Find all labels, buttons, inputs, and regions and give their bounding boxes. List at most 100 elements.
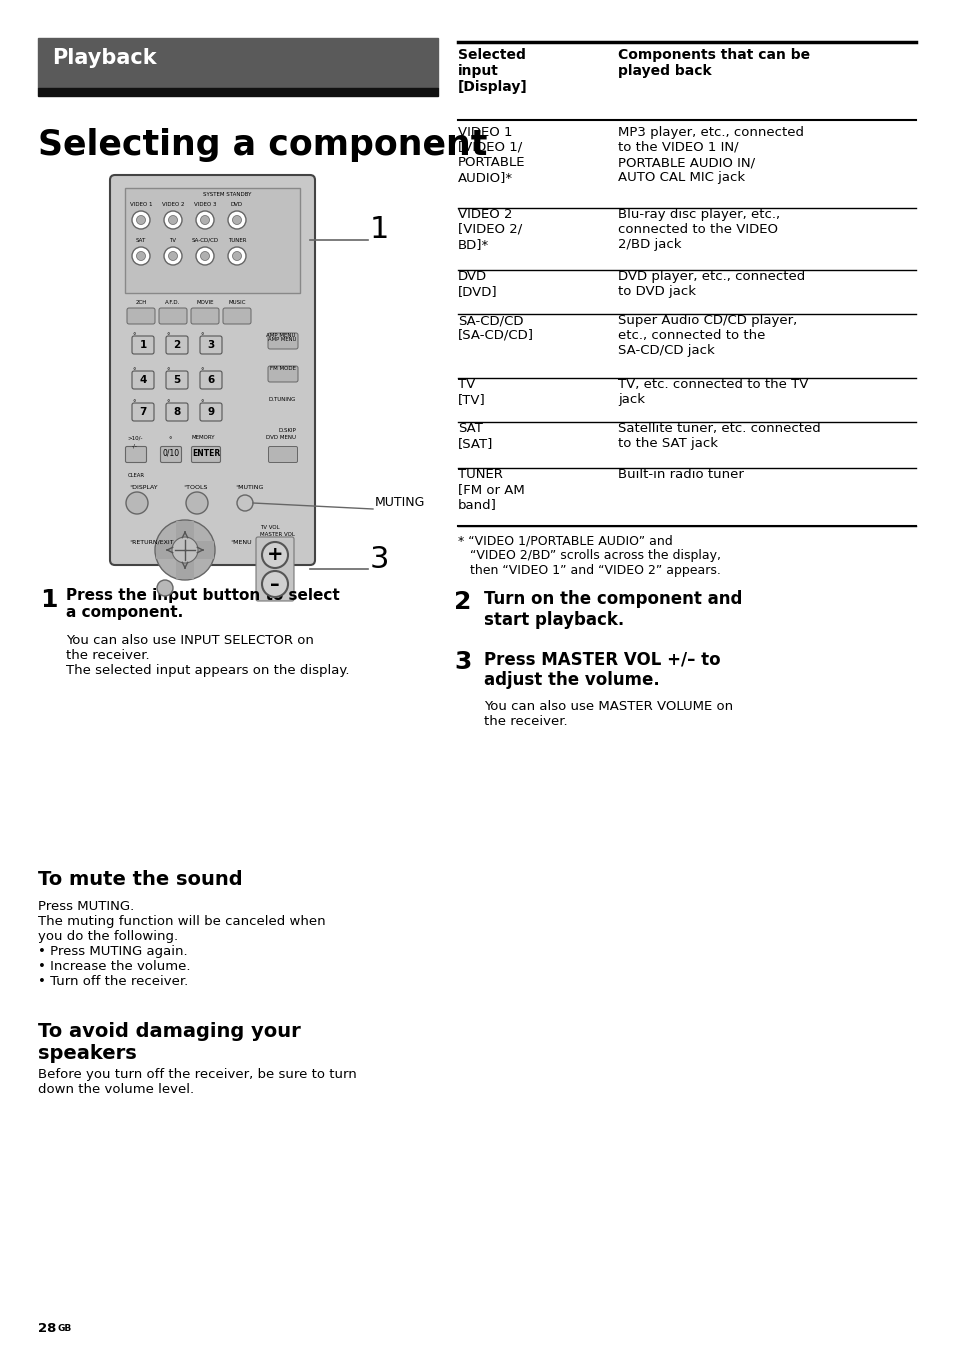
Text: 7: 7 xyxy=(139,407,147,416)
FancyBboxPatch shape xyxy=(110,174,314,565)
Text: –: – xyxy=(270,575,279,594)
FancyBboxPatch shape xyxy=(268,333,297,349)
Circle shape xyxy=(169,215,177,224)
FancyBboxPatch shape xyxy=(200,370,222,389)
Circle shape xyxy=(195,247,213,265)
Text: TV: TV xyxy=(170,238,176,243)
Text: 1: 1 xyxy=(139,339,147,350)
Text: Super Audio CD/CD player,
etc., connected to the
SA-CD/CD jack: Super Audio CD/CD player, etc., connecte… xyxy=(618,314,797,357)
Text: °TOOLS: °TOOLS xyxy=(183,485,207,489)
Circle shape xyxy=(157,580,172,596)
Circle shape xyxy=(262,542,288,568)
Circle shape xyxy=(154,521,214,580)
Text: +: + xyxy=(267,545,283,565)
Text: AMP MENU: AMP MENU xyxy=(268,337,295,342)
Text: 1: 1 xyxy=(370,215,389,245)
FancyBboxPatch shape xyxy=(132,370,153,389)
Bar xyxy=(38,38,437,88)
Text: 1: 1 xyxy=(40,588,57,612)
FancyBboxPatch shape xyxy=(268,366,297,383)
Circle shape xyxy=(236,495,253,511)
Text: SAT: SAT xyxy=(135,238,146,243)
Circle shape xyxy=(132,211,150,228)
FancyBboxPatch shape xyxy=(132,403,153,420)
Circle shape xyxy=(164,247,182,265)
Circle shape xyxy=(200,215,210,224)
Text: D.TUNING: D.TUNING xyxy=(269,397,295,402)
Circle shape xyxy=(172,537,198,562)
Text: 3: 3 xyxy=(454,650,471,675)
FancyBboxPatch shape xyxy=(200,403,222,420)
Text: A.F.D.: A.F.D. xyxy=(165,300,180,306)
FancyBboxPatch shape xyxy=(255,537,294,602)
Text: * “VIDEO 1/PORTABLE AUDIO” and
   “VIDEO 2/BD” scrolls across the display,
   th: * “VIDEO 1/PORTABLE AUDIO” and “VIDEO 2/… xyxy=(457,534,720,577)
Text: DVD
[DVD]: DVD [DVD] xyxy=(457,270,497,297)
Circle shape xyxy=(136,251,146,261)
Circle shape xyxy=(169,251,177,261)
Text: 9: 9 xyxy=(207,407,214,416)
Text: -/-: -/- xyxy=(132,443,138,448)
Text: °: ° xyxy=(200,333,204,339)
Text: TV VOL: TV VOL xyxy=(260,525,279,530)
FancyBboxPatch shape xyxy=(166,370,188,389)
Text: 5: 5 xyxy=(173,375,180,385)
Text: °: ° xyxy=(168,437,172,443)
Text: Press MASTER VOL +/– to
adjust the volume.: Press MASTER VOL +/– to adjust the volum… xyxy=(483,650,720,688)
Text: VIDEO 2: VIDEO 2 xyxy=(162,201,184,207)
Text: Press MUTING.
The muting function will be canceled when
you do the following.
• : Press MUTING. The muting function will b… xyxy=(38,900,325,988)
Text: VIDEO 2
[VIDEO 2/
BD]*: VIDEO 2 [VIDEO 2/ BD]* xyxy=(457,208,521,251)
Text: SA-CD/CD: SA-CD/CD xyxy=(192,238,218,243)
Text: To avoid damaging your
speakers: To avoid damaging your speakers xyxy=(38,1022,300,1063)
FancyBboxPatch shape xyxy=(195,541,213,558)
Text: You can also use INPUT SELECTOR on
the receiver.
The selected input appears on t: You can also use INPUT SELECTOR on the r… xyxy=(66,634,349,677)
Text: VIDEO 3: VIDEO 3 xyxy=(193,201,216,207)
Text: GB: GB xyxy=(58,1324,72,1333)
Text: °: ° xyxy=(166,368,170,375)
Text: °: ° xyxy=(200,400,204,406)
Text: 0/10: 0/10 xyxy=(162,449,179,457)
Text: °: ° xyxy=(132,400,135,406)
Text: MUTING: MUTING xyxy=(375,496,425,510)
Text: >10/-: >10/- xyxy=(127,435,143,439)
Text: Selecting a component: Selecting a component xyxy=(38,128,487,162)
Circle shape xyxy=(132,247,150,265)
FancyBboxPatch shape xyxy=(191,308,219,324)
Text: 2: 2 xyxy=(173,339,180,350)
Text: 6: 6 xyxy=(207,375,214,385)
Text: TUNER: TUNER xyxy=(228,238,246,243)
Text: FM MODE: FM MODE xyxy=(270,366,295,370)
Text: Components that can be
played back: Components that can be played back xyxy=(618,49,809,78)
Text: You can also use MASTER VOLUME on
the receiver.: You can also use MASTER VOLUME on the re… xyxy=(483,700,732,727)
FancyBboxPatch shape xyxy=(192,446,220,462)
Text: SA-CD/CD
[SA-CD/CD]: SA-CD/CD [SA-CD/CD] xyxy=(457,314,534,342)
Circle shape xyxy=(186,492,208,514)
FancyBboxPatch shape xyxy=(126,446,147,462)
Circle shape xyxy=(228,247,246,265)
Text: DVD MENU: DVD MENU xyxy=(266,435,295,439)
Text: VIDEO 1
[VIDEO 1/
PORTABLE
AUDIO]*: VIDEO 1 [VIDEO 1/ PORTABLE AUDIO]* xyxy=(457,126,525,184)
Text: Before you turn off the receiver, be sure to turn
down the volume level.: Before you turn off the receiver, be sur… xyxy=(38,1068,356,1096)
Circle shape xyxy=(136,215,146,224)
Text: 4: 4 xyxy=(139,375,147,385)
Text: MEMORY: MEMORY xyxy=(191,435,214,439)
Text: To mute the sound: To mute the sound xyxy=(38,869,242,890)
FancyBboxPatch shape xyxy=(159,308,187,324)
Text: ENTER: ENTER xyxy=(192,449,220,457)
Bar xyxy=(125,188,299,293)
Circle shape xyxy=(195,211,213,228)
Text: Turn on the component and
start playback.: Turn on the component and start playback… xyxy=(483,589,741,629)
FancyBboxPatch shape xyxy=(223,308,251,324)
Text: °DISPLAY: °DISPLAY xyxy=(129,485,157,489)
Text: DVD: DVD xyxy=(231,201,243,207)
Circle shape xyxy=(200,251,210,261)
Text: Satellite tuner, etc. connected
to the SAT jack: Satellite tuner, etc. connected to the S… xyxy=(618,422,820,450)
Text: DVD player, etc., connected
to DVD jack: DVD player, etc., connected to DVD jack xyxy=(618,270,804,297)
FancyBboxPatch shape xyxy=(166,403,188,420)
Circle shape xyxy=(228,211,246,228)
Text: °RETURN/EXIT: °RETURN/EXIT xyxy=(129,539,173,545)
Circle shape xyxy=(262,571,288,598)
Circle shape xyxy=(164,211,182,228)
Text: MASTER VOL: MASTER VOL xyxy=(260,531,294,537)
Text: MUSIC: MUSIC xyxy=(228,300,246,306)
Circle shape xyxy=(233,215,241,224)
